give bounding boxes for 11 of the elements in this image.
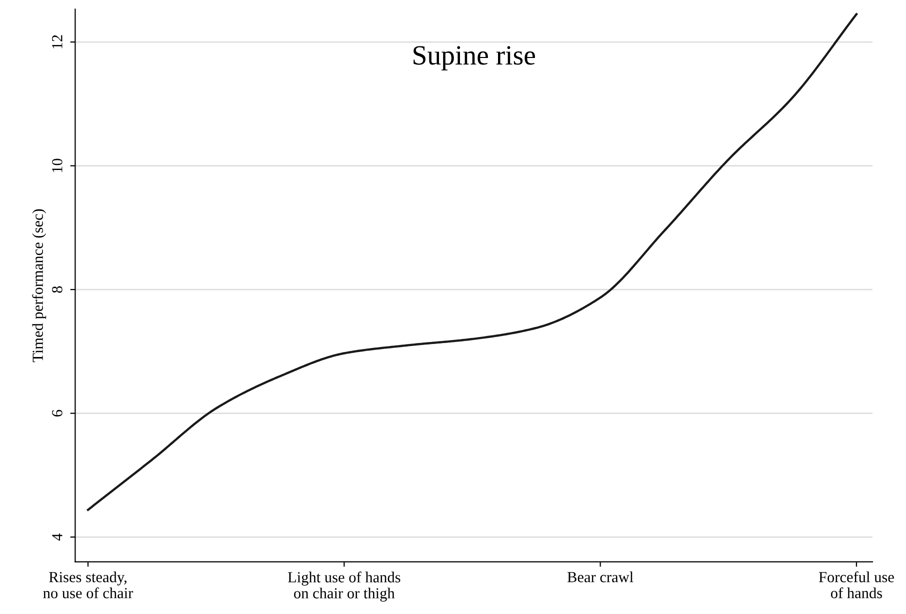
y-tick-label: 12 xyxy=(52,35,62,48)
text: Supine rise xyxy=(414,46,535,70)
y-tick-label: 6 xyxy=(52,410,62,416)
x-tick-label: Light use of hands on chair or thigh xyxy=(288,572,400,602)
x-tick-label: Forceful use of hands xyxy=(818,571,894,598)
y-axis-title: Timed performance (sec) xyxy=(32,209,46,362)
x-tick-label: Bear crawl xyxy=(567,572,634,582)
y-tick-label: 4 xyxy=(52,533,62,541)
x-tick-label: Rises steady, no use of chair xyxy=(43,572,134,598)
y-tick-label: 8 xyxy=(52,286,62,293)
y-tick-label: 10 xyxy=(52,158,62,172)
